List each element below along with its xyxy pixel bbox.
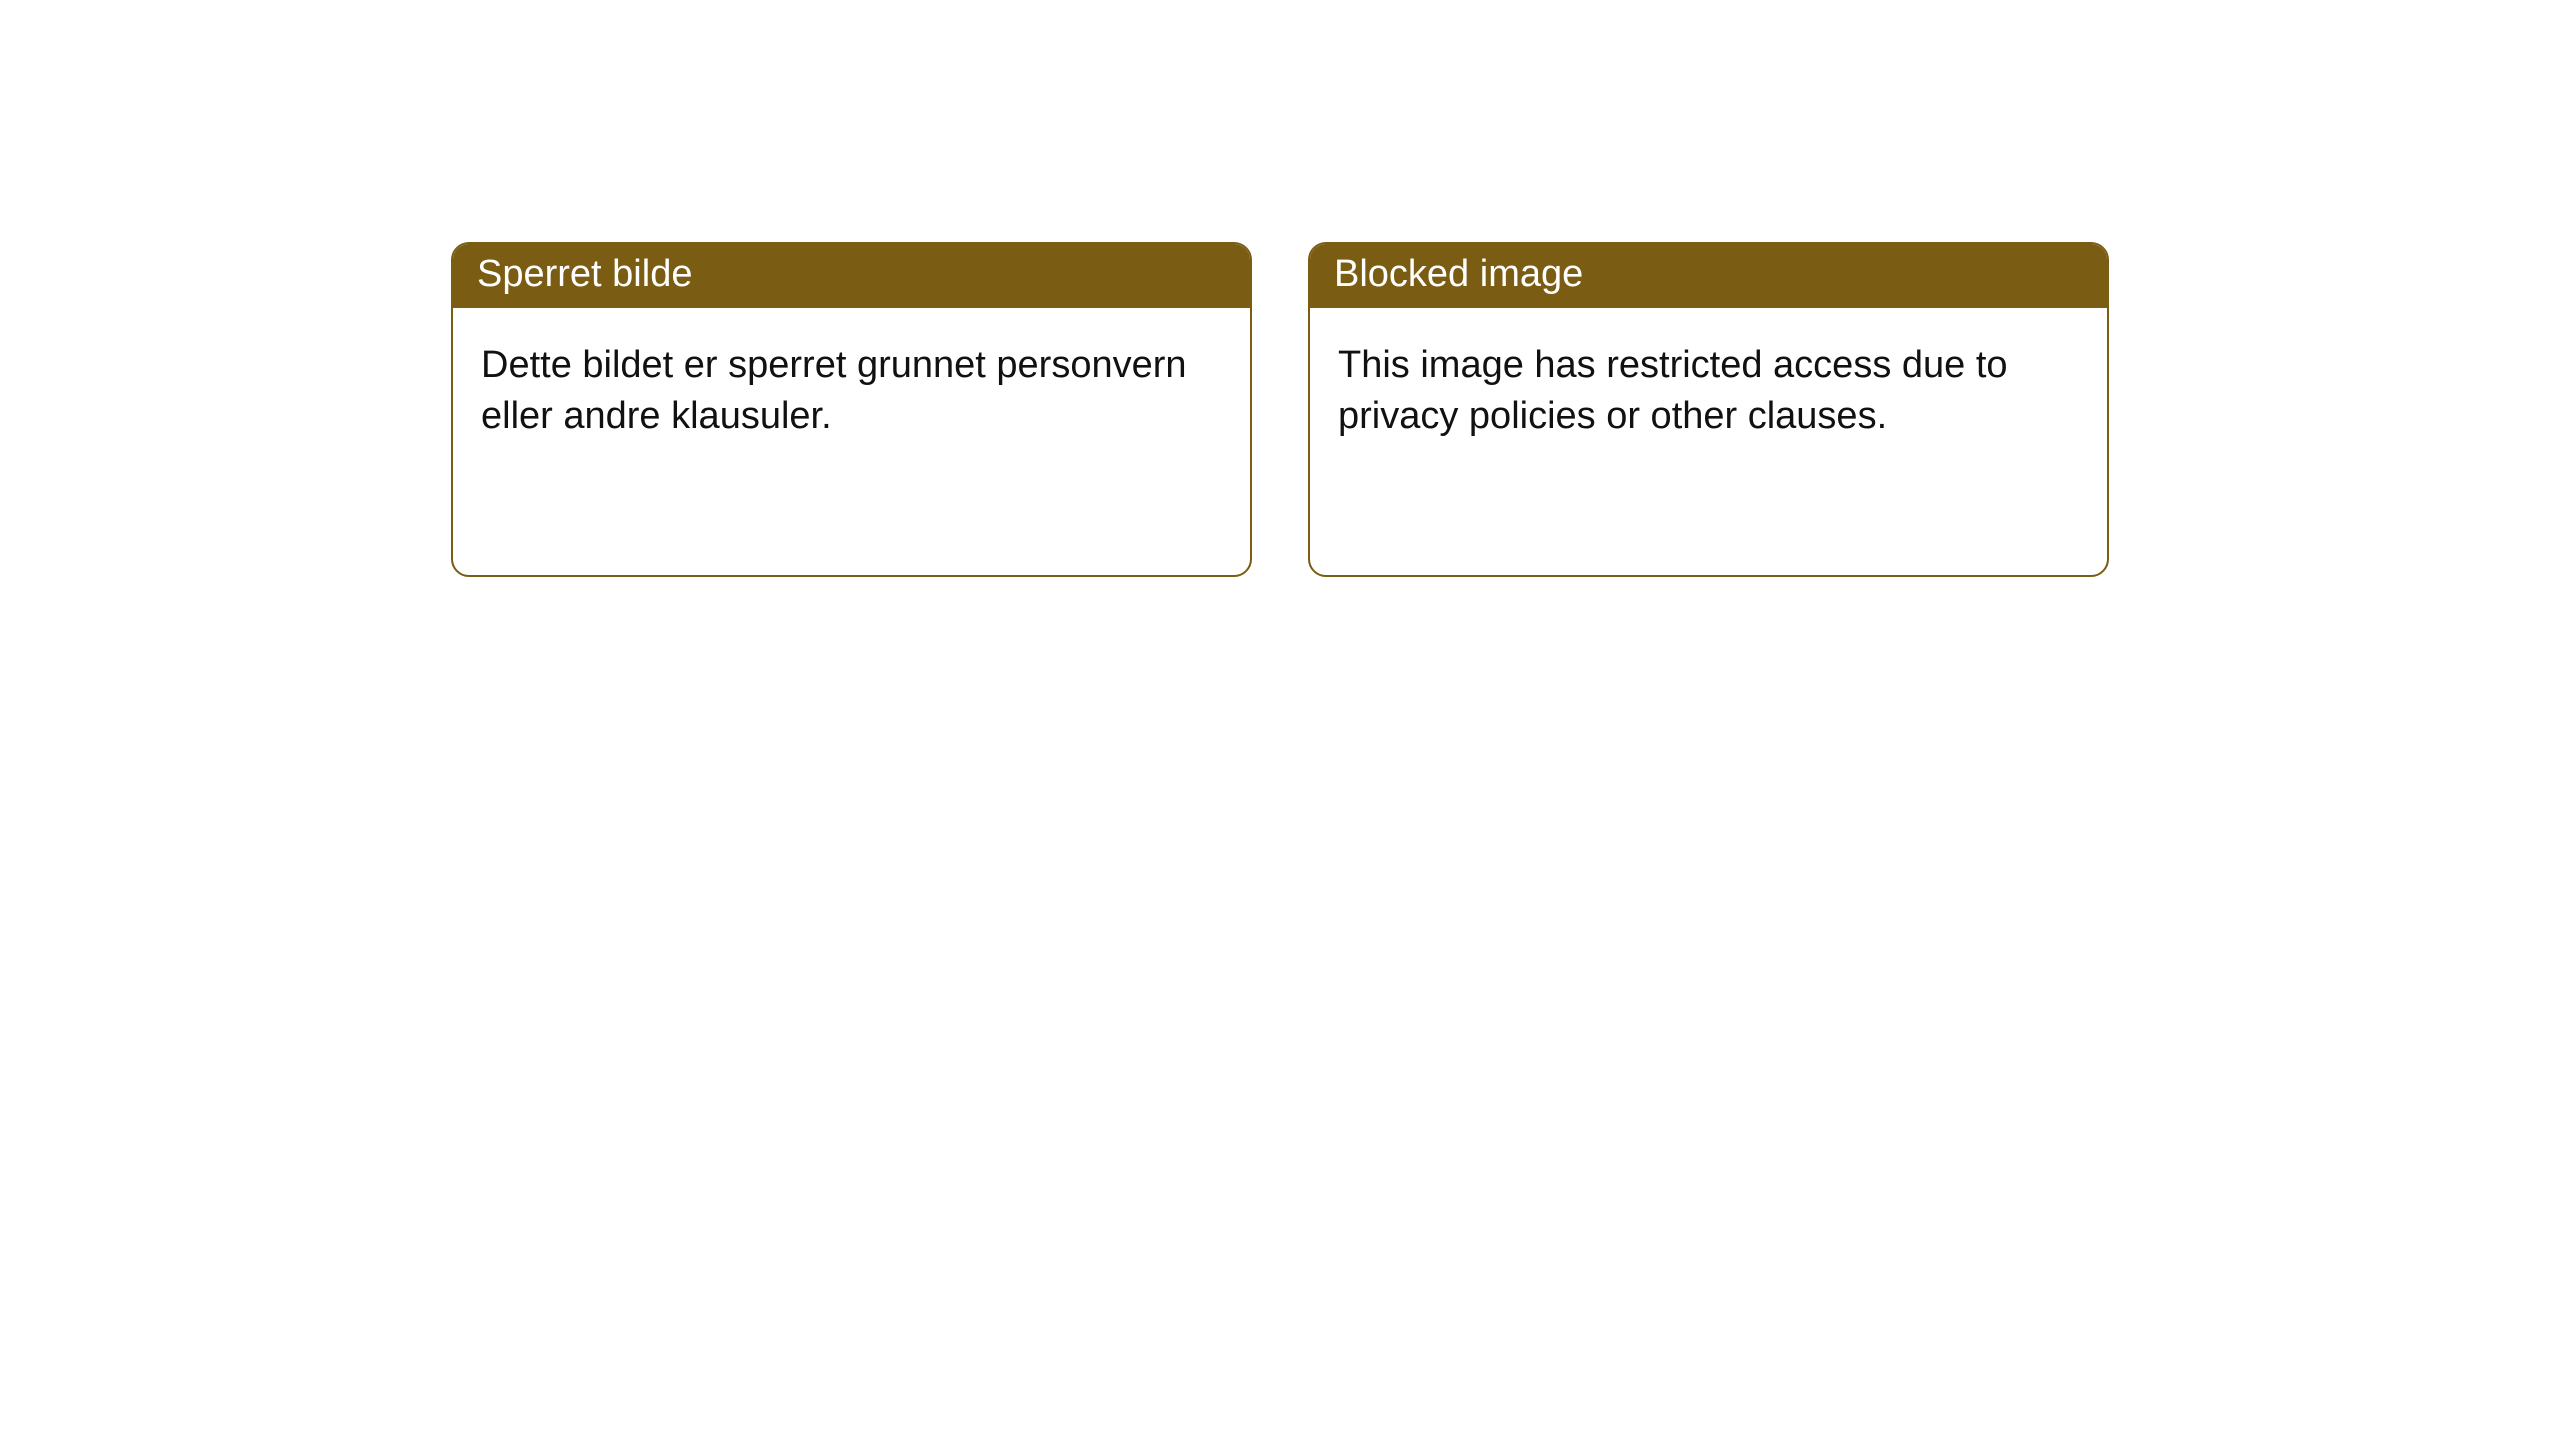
notice-box-norwegian: Sperret bilde Dette bildet er sperret gr… — [451, 242, 1252, 577]
notice-header: Sperret bilde — [453, 244, 1250, 308]
notice-body: Dette bildet er sperret grunnet personve… — [453, 308, 1250, 475]
notice-header: Blocked image — [1310, 244, 2107, 308]
notice-body: This image has restricted access due to … — [1310, 308, 2107, 475]
notice-container: Sperret bilde Dette bildet er sperret gr… — [0, 0, 2560, 577]
notice-box-english: Blocked image This image has restricted … — [1308, 242, 2109, 577]
